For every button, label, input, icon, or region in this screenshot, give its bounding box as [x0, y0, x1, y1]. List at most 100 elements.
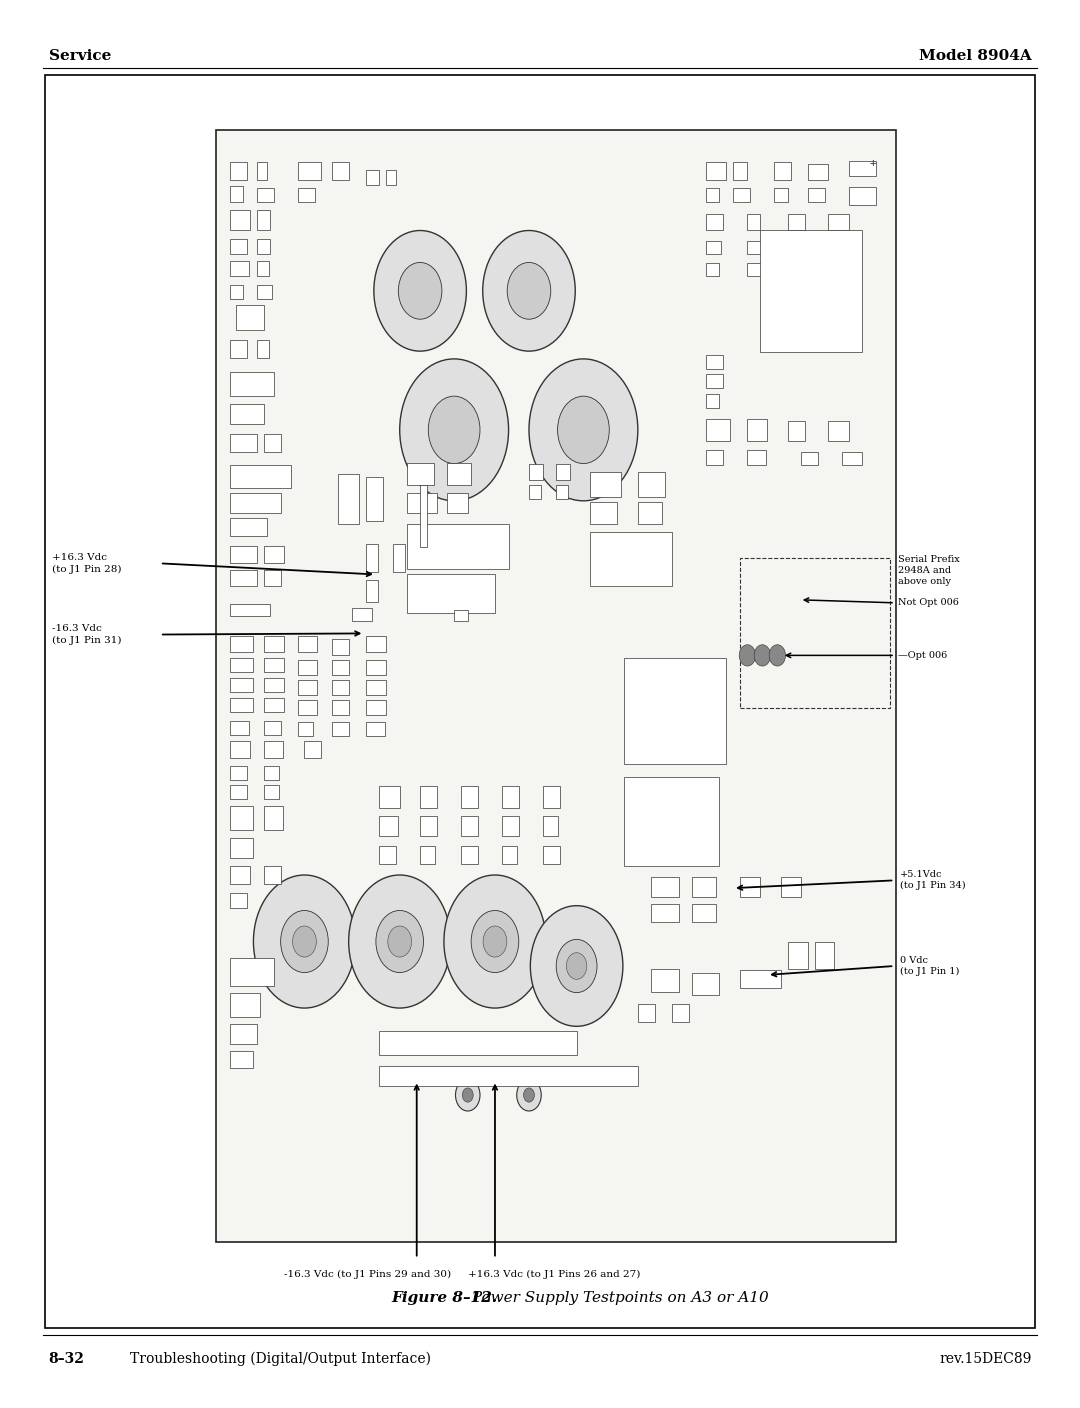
Bar — [230, 518, 267, 535]
Bar — [257, 210, 270, 230]
Bar — [556, 465, 570, 480]
Bar — [447, 493, 468, 514]
Bar — [801, 452, 819, 466]
Bar — [230, 1024, 257, 1043]
Bar — [808, 189, 825, 201]
Circle shape — [566, 953, 586, 980]
Bar — [420, 815, 437, 836]
Bar — [264, 545, 284, 563]
Bar — [230, 466, 291, 487]
Bar — [230, 162, 246, 180]
Bar — [420, 846, 435, 863]
Circle shape — [349, 874, 450, 1008]
Circle shape — [388, 926, 411, 957]
Bar — [502, 815, 518, 836]
Bar — [406, 574, 495, 614]
Bar — [556, 486, 568, 498]
Bar — [461, 815, 478, 836]
Bar — [230, 493, 281, 514]
Bar — [257, 162, 267, 180]
Bar — [332, 660, 349, 674]
Bar — [672, 1004, 689, 1022]
Bar — [406, 493, 437, 514]
Bar — [733, 189, 751, 201]
Text: 0 Vdc
(to J1 Pin 1): 0 Vdc (to J1 Pin 1) — [900, 956, 959, 976]
Bar — [366, 580, 378, 603]
Circle shape — [557, 396, 609, 463]
Bar — [257, 260, 269, 276]
Bar — [366, 545, 378, 572]
Circle shape — [483, 231, 576, 351]
Bar — [787, 241, 805, 253]
Bar — [264, 766, 279, 780]
Bar — [230, 838, 254, 857]
Bar — [366, 660, 387, 674]
Bar — [774, 189, 787, 201]
Bar — [298, 722, 312, 736]
Circle shape — [739, 645, 756, 666]
Bar — [406, 463, 434, 486]
Bar — [542, 786, 559, 808]
Bar — [352, 608, 373, 621]
Bar — [230, 993, 260, 1017]
Circle shape — [456, 1079, 480, 1111]
Circle shape — [769, 645, 785, 666]
Bar — [542, 846, 559, 863]
Circle shape — [556, 939, 597, 993]
Bar — [828, 421, 849, 441]
Circle shape — [374, 231, 467, 351]
Bar — [842, 452, 863, 466]
Bar — [379, 815, 399, 836]
Bar — [230, 741, 251, 758]
Text: Service: Service — [49, 49, 111, 63]
Bar — [264, 698, 284, 712]
Bar — [591, 472, 621, 497]
Bar — [366, 476, 382, 521]
Bar — [298, 680, 316, 694]
Bar — [257, 339, 269, 358]
Bar — [230, 893, 246, 908]
Bar — [746, 263, 761, 276]
Bar — [746, 241, 761, 253]
Bar — [264, 784, 279, 800]
Bar — [230, 721, 248, 735]
Bar — [257, 238, 270, 253]
Bar — [706, 214, 723, 230]
Bar — [230, 260, 248, 276]
Text: —Opt 006: —Opt 006 — [899, 650, 947, 660]
Bar — [692, 904, 716, 921]
Bar — [828, 263, 848, 276]
Circle shape — [429, 396, 480, 463]
Bar — [264, 677, 284, 693]
Bar — [542, 815, 557, 836]
Bar — [366, 635, 387, 652]
Bar — [379, 846, 396, 863]
Bar — [230, 959, 274, 986]
Circle shape — [444, 874, 546, 1008]
Bar — [366, 680, 387, 694]
Bar — [740, 970, 781, 988]
Bar — [787, 263, 805, 276]
Bar — [454, 610, 468, 621]
Bar — [264, 635, 284, 652]
Bar — [706, 162, 726, 180]
Bar — [638, 472, 665, 497]
Bar — [230, 545, 257, 563]
Text: Troubleshooting (Digital/Output Interface): Troubleshooting (Digital/Output Interfac… — [130, 1352, 431, 1366]
Bar — [264, 434, 281, 452]
Bar — [746, 214, 760, 230]
Bar — [264, 805, 283, 831]
Bar — [502, 846, 516, 863]
Bar — [298, 162, 322, 180]
Circle shape — [471, 911, 518, 973]
Bar — [305, 741, 322, 758]
Circle shape — [399, 262, 442, 320]
Bar — [502, 786, 518, 808]
Bar — [447, 463, 471, 486]
Bar — [230, 766, 246, 780]
Bar — [814, 942, 834, 969]
Bar — [787, 421, 805, 441]
Bar — [230, 784, 246, 800]
Bar — [591, 532, 672, 586]
Bar — [706, 263, 719, 276]
